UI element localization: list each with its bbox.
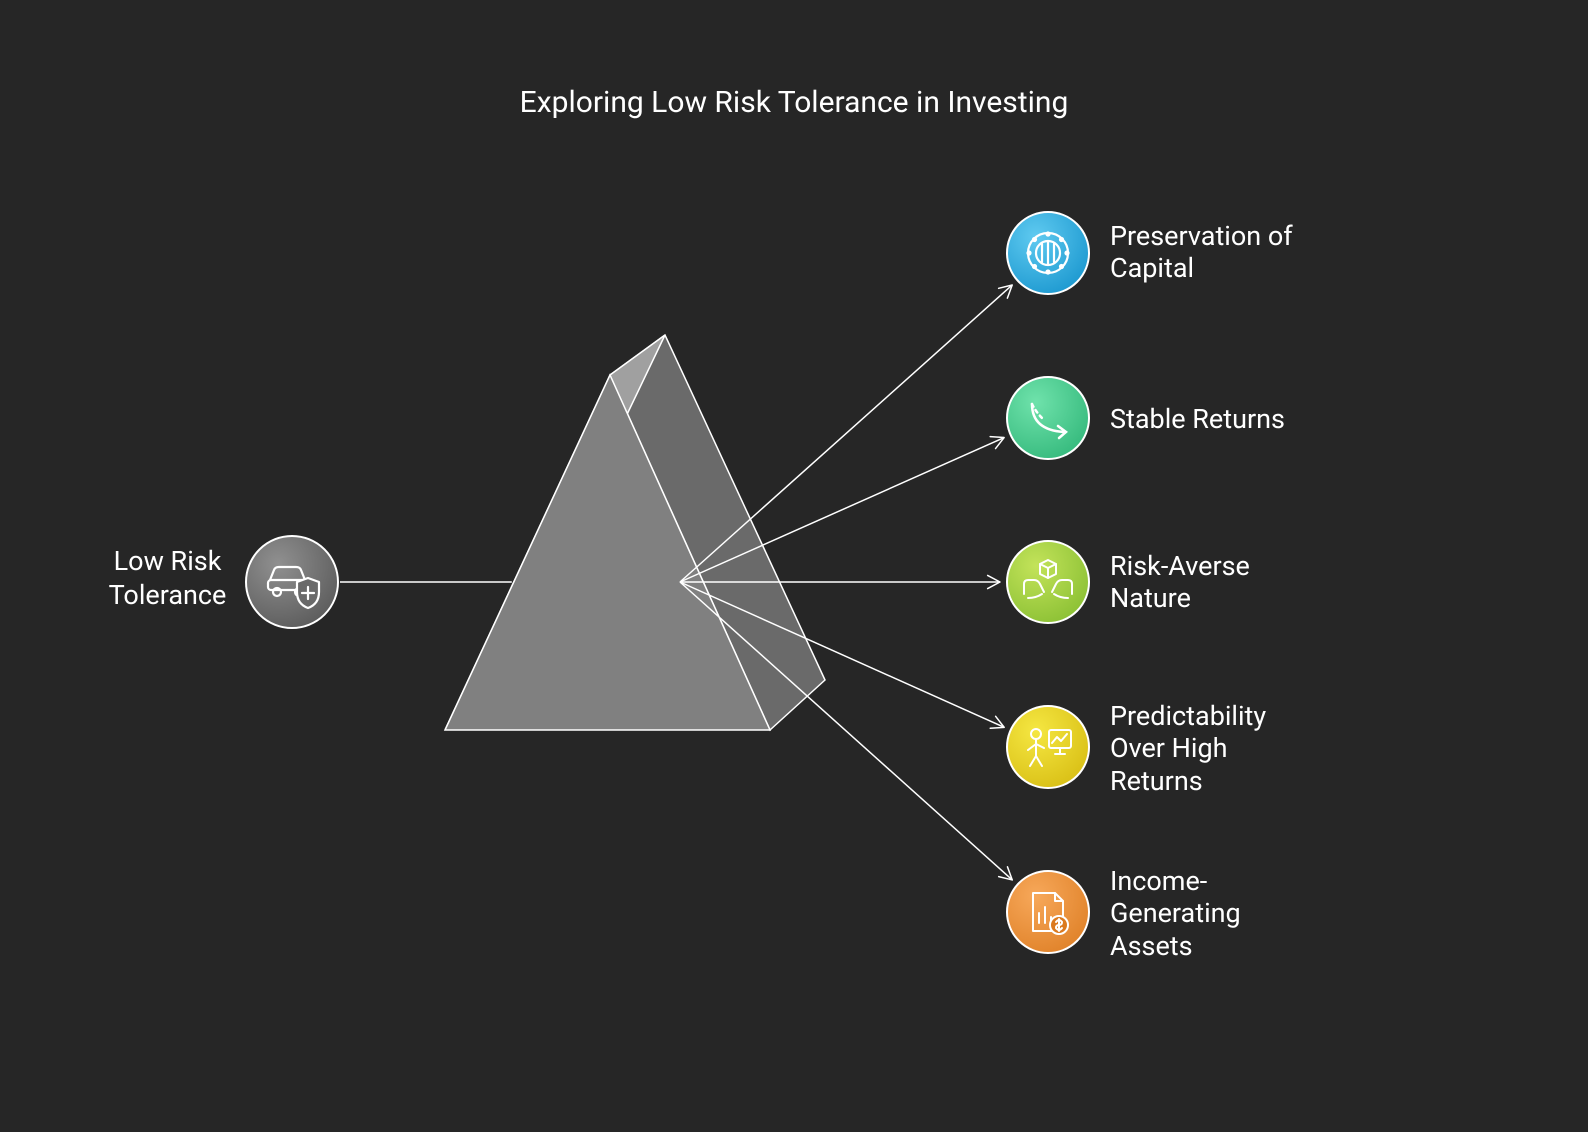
presenter-chart-icon bbox=[1021, 720, 1075, 774]
hands-cube-icon bbox=[1020, 554, 1076, 610]
output-circle-3 bbox=[1006, 705, 1090, 789]
car-shield-icon bbox=[262, 552, 322, 612]
source-label: Low Risk Tolerance bbox=[100, 545, 235, 613]
output-circle-1 bbox=[1006, 376, 1090, 460]
output-circle-4 bbox=[1006, 870, 1090, 954]
curve-arrow-icon bbox=[1022, 392, 1074, 444]
source-circle bbox=[245, 535, 339, 629]
output-label-1: Stable Returns bbox=[1110, 403, 1320, 435]
output-label-0: Preservation of Capital bbox=[1110, 220, 1320, 285]
diagram-canvas bbox=[0, 0, 1588, 1132]
vault-icon bbox=[1022, 227, 1074, 279]
output-label-3: Predictability Over High Returns bbox=[1110, 700, 1320, 797]
output-circle-0 bbox=[1006, 211, 1090, 295]
output-circle-2 bbox=[1006, 540, 1090, 624]
output-label-2: Risk-Averse Nature bbox=[1110, 550, 1320, 615]
document-dollar-icon bbox=[1021, 885, 1075, 939]
output-label-4: Income-Generating Assets bbox=[1110, 865, 1320, 962]
